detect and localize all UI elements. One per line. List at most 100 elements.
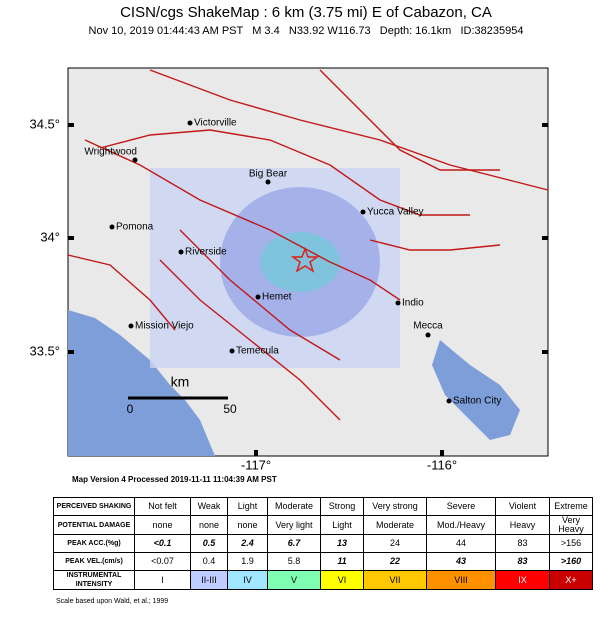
place-label: Victorville [194,118,237,129]
table-cell: Extreme [549,497,593,516]
fault [159,259,341,421]
table-cell: Mod./Heavy [426,515,496,535]
row-header: POTENTIAL DAMAGE [53,515,135,535]
table-cell: Severe [426,497,496,516]
table-cell: I [134,570,191,590]
place-label: Temecula [236,346,279,357]
table-row: POTENTIAL DAMAGE none none none Very light Li… [53,515,593,535]
place-dot [229,348,235,354]
place-dot [132,157,138,163]
table-cell: IV [227,570,268,590]
table-cell: 2.4 [227,534,268,553]
table-cell: 0.5 [190,534,228,553]
table-cell: 83 [495,552,550,571]
table-cell: 83 [495,534,550,553]
table-cell: Very light [267,515,321,535]
table-cell: Moderate [267,497,321,516]
table-cell: 11 [320,552,364,571]
row-header: PERCEIVED SHAKING [53,497,135,516]
table-cell: Strong [320,497,364,516]
fault [369,239,501,251]
table-cell: Weak [190,497,228,516]
table-cell: VI [320,570,364,590]
row-header: INSTRUMENTAL INTENSITY [53,570,135,590]
table-row: PEAK VEL.(cm/s) <0.07 0.4 1.9 5.8 11 22 43 83 >16… [53,552,593,571]
place-label: Riverside [185,247,227,258]
table-cell: 0.4 [190,552,228,571]
table-cell: Not felt [134,497,191,516]
place-label: Mecca [413,321,443,332]
lat-label: 33.5° [29,343,60,358]
table-cell: II-III [190,570,228,590]
subtitle: Nov 10, 2019 01:44:43 AM PST M 3.4 N33.9… [89,25,524,37]
place-label: Indio [402,298,424,309]
table-cell: <0.07 [134,552,191,571]
table-cell: >160 [549,552,593,571]
fault [99,129,470,216]
table-cell: 22 [363,552,427,571]
table-cell: 1.9 [227,552,268,571]
epicenter [290,246,320,273]
table-cell: Moderate [363,515,427,535]
fault [319,69,500,171]
table-cell: IX [495,570,550,590]
place-dot [360,209,366,215]
place-dot [128,323,134,329]
table-row: PEAK ACC.(%g) <0.1 0.5 2.4 6.7 13 24 44 83 >156 [53,534,593,553]
title: CISN/cgs ShakeMap : 6 km (3.75 mi) E of … [120,4,492,21]
version: Map Version 4 Processed 2019-11-11 11:04… [72,475,277,484]
table-cell: 5.8 [267,552,321,571]
place-dot [265,179,271,185]
row-header: PEAK VEL.(cm/s) [53,552,135,571]
scale-unit: km [171,374,190,390]
lon-label: -117° [241,457,271,472]
table-cell: Light [320,515,364,535]
table-cell: V [267,570,321,590]
fault [84,139,401,301]
place-label: Pomona [116,222,154,233]
place-label: Yucca Valley [367,207,424,218]
fault [179,229,341,361]
table-cell: none [134,515,191,535]
intensity-table: PERCEIVED SHAKING Not felt Weak Light Modera… [53,497,593,590]
place-label: Mission Viejo [135,321,194,332]
table-cell: Light [227,497,268,516]
place-label: Hemet [262,292,292,303]
footer: Scale based upon Wald, et al.; 1999 [56,598,169,605]
place-dot [255,294,261,300]
table-cell: Very Heavy [549,515,593,535]
place-dot [109,224,115,230]
place-dot [425,332,431,338]
table-cell: VIII [426,570,496,590]
row-header: PEAK ACC.(%g) [53,534,135,553]
scale-tick: 0 [127,402,134,416]
table-cell: Violent [495,497,550,516]
table-cell: Heavy [495,515,550,535]
place-dot [395,300,401,306]
fault [67,254,176,331]
table-cell: VII [363,570,427,590]
lat-label: 34.5° [29,116,60,131]
place-dot [187,120,193,126]
table-cell: X+ [549,570,593,590]
ocean [68,310,215,456]
table-cell: none [190,515,228,535]
table-row: PERCEIVED SHAKING Not felt Weak Light Modera… [53,497,593,516]
table-cell: <0.1 [134,534,191,553]
table-cell: 24 [363,534,427,553]
table-cell: 6.7 [267,534,321,553]
salton-sea [432,340,520,440]
place-label: Big Bear [249,169,288,180]
table-cell: >156 [549,534,593,553]
faults [67,69,549,421]
table-cell: 44 [426,534,496,553]
place-label: Salton City [453,396,501,407]
place-label: Wrightwood [84,147,137,158]
table-cell: 43 [426,552,496,571]
place-dot [446,398,452,404]
shakemap: CISN/cgs ShakeMap : 6 km (3.75 mi) E of … [29,4,549,484]
fault [149,69,549,191]
scale-tick: 50 [223,402,237,416]
lat-label: 34° [40,229,60,244]
place-dot [178,249,184,255]
